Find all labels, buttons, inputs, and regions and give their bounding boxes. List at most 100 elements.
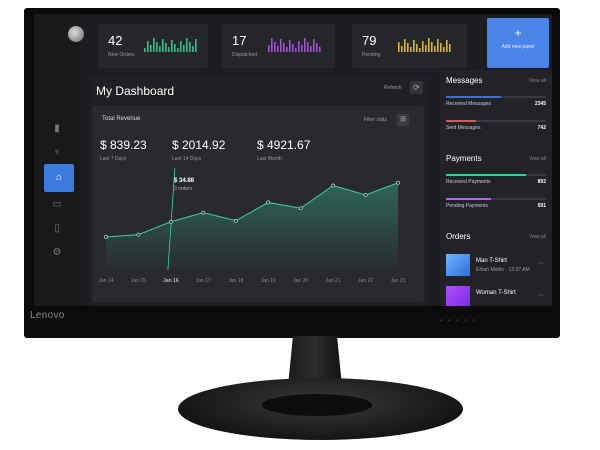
sparkline — [398, 38, 451, 52]
right-panel: Messages View all Received Messages 2345… — [440, 70, 552, 306]
data-point[interactable] — [396, 180, 400, 185]
sparkline-bar — [307, 42, 309, 52]
sparkline-bar — [419, 48, 421, 52]
sparkline-bar — [177, 48, 179, 52]
data-point[interactable] — [136, 232, 141, 237]
sparkline-bar — [404, 39, 406, 52]
sidebar: ▮ ♆ ⌂ ▭ ▯ ⚙ — [34, 14, 80, 306]
sparkline-bar — [147, 41, 149, 52]
man-tshirt-image — [446, 254, 470, 276]
stat-card-pending: 79 Pending — [352, 24, 467, 68]
orders-view-all[interactable]: View all — [528, 234, 546, 240]
sparkline-bar — [413, 40, 415, 52]
sparkline-bar — [446, 40, 448, 52]
received-messages-bar — [446, 96, 546, 98]
sparkline-bar — [407, 43, 409, 52]
document-icon[interactable]: ▯ — [54, 223, 60, 234]
revenue-line — [105, 182, 399, 238]
stat-card-new-orders: 42 New Orders — [98, 24, 208, 68]
sparkline-bar — [443, 47, 445, 52]
sent-messages-bar — [446, 120, 546, 122]
main-panel: My Dashboard Refresh ⟳ Total Revenue Fil… — [90, 76, 430, 306]
basket-icon[interactable]: ⌂ — [44, 164, 74, 192]
avatar[interactable] — [68, 26, 84, 42]
more-icon[interactable]: ⋯ — [538, 293, 544, 299]
sparkline-bar — [298, 41, 300, 52]
stat-card-dispatched: 17 Dispatched — [222, 24, 335, 68]
sparkline — [268, 38, 321, 52]
revenue-chart[interactable]: Jan 14 Jan 15 Jan 16 Jan 17 Jan 18 Jan 19 Jan … — [92, 166, 424, 296]
screen: ▮ ♆ ⌂ ▭ ▯ ⚙ 42 New Orders 17 Dispatched … — [34, 14, 552, 306]
data-point[interactable] — [104, 235, 108, 239]
sparkline-bar — [434, 46, 436, 52]
data-point[interactable] — [331, 183, 336, 188]
sparkline-bar — [440, 43, 442, 52]
sparkline-bar — [156, 42, 158, 52]
sparkline-bar — [422, 41, 424, 52]
more-icon[interactable]: ⋯ — [538, 261, 544, 267]
sparkline-bar — [313, 39, 315, 52]
data-point[interactable] — [201, 210, 206, 215]
data-point[interactable] — [266, 200, 271, 205]
sparkline-bar — [416, 44, 418, 52]
sparkline-bar — [268, 45, 270, 52]
bar-chart-icon[interactable]: ▮ — [54, 123, 60, 134]
sparkline-bar — [286, 47, 288, 52]
add-new-panel-button[interactable]: + Add new panel — [487, 18, 549, 68]
sparkline-bar — [401, 46, 403, 52]
sparkline-bar — [144, 48, 146, 52]
woman-tshirt-image — [446, 286, 470, 306]
x-tick-label: Jan 17 — [196, 278, 211, 284]
sparkline-bar — [398, 42, 400, 52]
pending-payments-bar — [446, 198, 546, 200]
sparkline-bar — [150, 45, 152, 52]
sparkline-bar — [292, 44, 294, 52]
data-point[interactable] — [363, 193, 368, 197]
sparkline-bar — [195, 39, 197, 52]
tooltip-value: $ 34.88 — [174, 178, 195, 184]
filter-icon[interactable]: ⊞ — [397, 114, 409, 126]
settings-icon[interactable]: ⚙ — [52, 247, 62, 258]
sparkline-bar — [428, 38, 430, 52]
sparkline-bar — [171, 40, 173, 52]
sparkline-bar — [162, 39, 164, 52]
x-tick-label: Jan 18 — [228, 278, 243, 284]
x-tick-label: Jan 19 — [261, 278, 276, 284]
chat-icon[interactable]: ▭ — [52, 199, 62, 210]
payments-view-all[interactable]: View all — [528, 156, 546, 162]
brand-logo: Lenovo — [30, 310, 65, 321]
sparkline-bar — [180, 41, 182, 52]
data-point[interactable] — [233, 218, 238, 223]
data-point[interactable] — [298, 206, 303, 211]
messages-view-all[interactable]: View all — [528, 78, 546, 84]
sparkline-bar — [189, 42, 191, 52]
sparkline-bar — [425, 45, 427, 52]
sparkline-bar — [280, 39, 282, 52]
sparkline-bar — [310, 46, 312, 52]
sparkline-bar — [277, 46, 279, 52]
refresh-label[interactable]: Refresh — [384, 85, 402, 91]
sparkline-bar — [159, 46, 161, 52]
data-point[interactable] — [168, 219, 173, 224]
sparkline-bar — [437, 39, 439, 52]
trophy-icon[interactable]: ♆ — [53, 147, 61, 158]
monitor-controls[interactable]: ▫▫▫▫▫ — [440, 318, 481, 324]
x-tick-label: Jan 14 — [98, 278, 113, 284]
sparkline-bar — [449, 44, 451, 52]
hover-line — [167, 167, 176, 271]
filter-stats-link[interactable]: Filter stats — [364, 117, 388, 123]
tooltip-sub: 3 orders — [174, 186, 193, 192]
area-fill — [106, 182, 398, 268]
sparkline-bar — [283, 43, 285, 52]
sparkline — [144, 38, 197, 52]
x-tick-label: Jan 15 — [131, 278, 146, 284]
refresh-icon[interactable]: ⟳ — [410, 81, 423, 94]
total-revenue-card: Total Revenue Filter stats ⊞ $ 839.23 La… — [92, 106, 424, 302]
sparkline-bar — [183, 45, 185, 52]
sparkline-bar — [295, 48, 297, 52]
x-tick-label: Jan 22 — [358, 278, 373, 284]
sparkline-bar — [174, 44, 176, 52]
page-title: My Dashboard — [96, 84, 175, 98]
sparkline-bar — [289, 40, 291, 52]
x-tick-label-highlighted: Jan 16 — [163, 278, 179, 284]
